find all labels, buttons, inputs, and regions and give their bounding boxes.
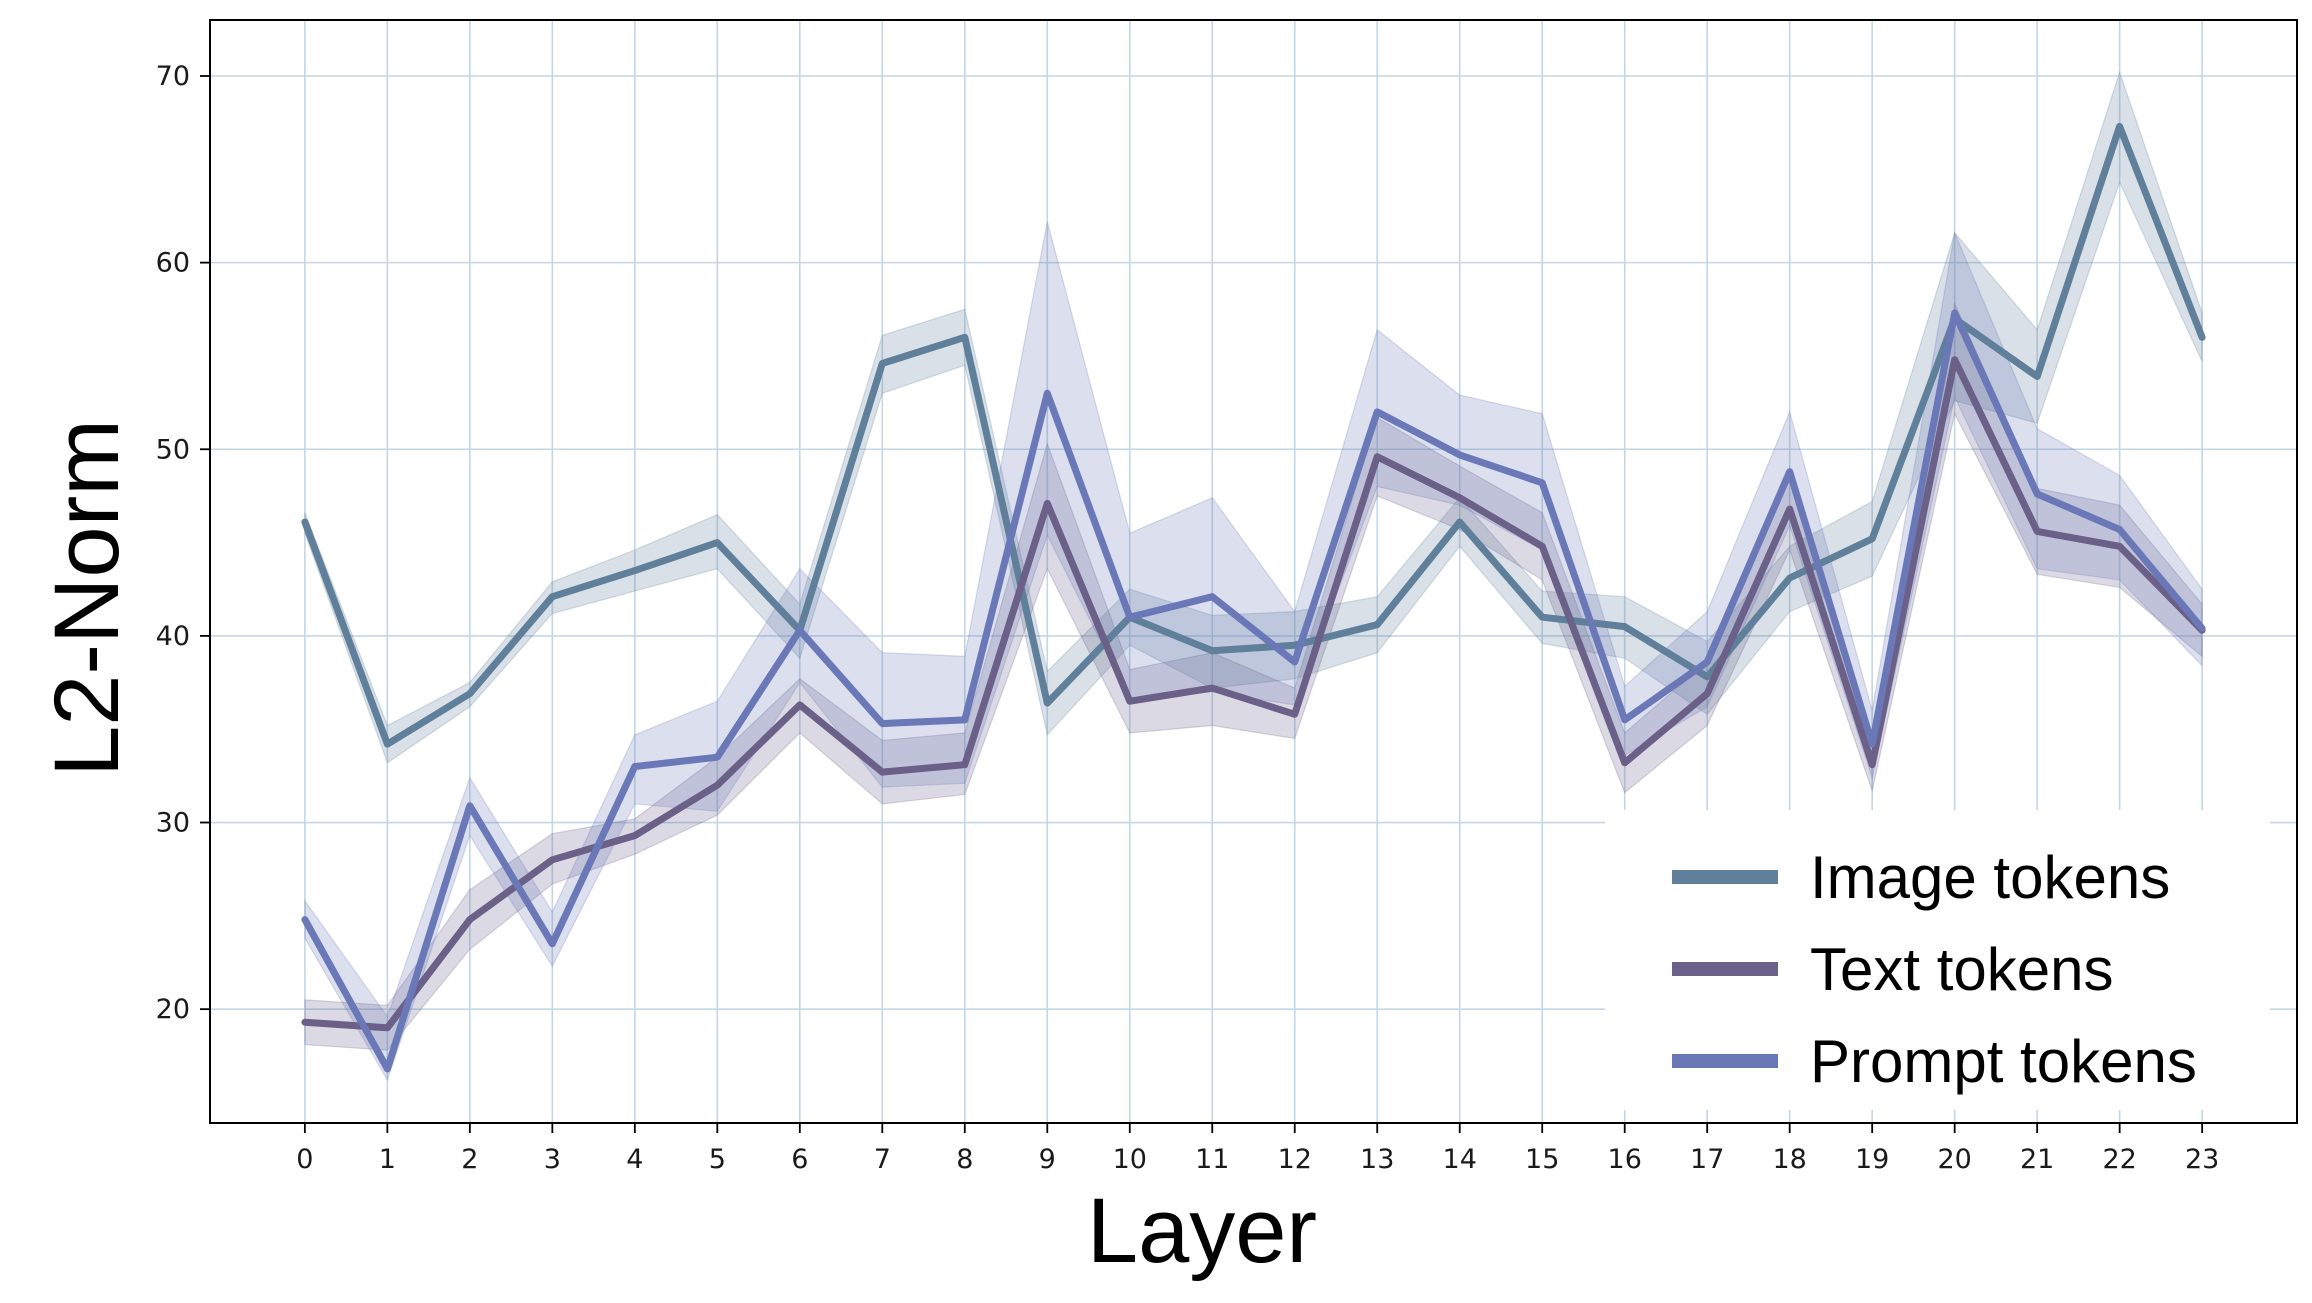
x-tick-label: 20	[1937, 1144, 1971, 1175]
text-tokens-legend-label: Text tokens	[1810, 936, 2114, 1003]
x-tick-label: 16	[1608, 1144, 1642, 1175]
text-tokens-line	[301, 356, 2206, 1032]
x-tick-label: 8	[956, 1144, 973, 1175]
x-tick-label: 13	[1360, 1144, 1394, 1175]
x-tick-label: 9	[1039, 1144, 1056, 1175]
plot-frame	[209, 19, 2298, 1124]
x-axis-title: Layer	[1087, 1180, 1317, 1282]
text-tokens-band	[304, 301, 2203, 1051]
y-tick-label: 30	[156, 808, 190, 839]
image-tokens-line	[301, 122, 2206, 748]
x-tick-label: 18	[1773, 1144, 1807, 1175]
x-tick-label: 14	[1443, 1144, 1477, 1175]
image-tokens-legend-label: Image tokens	[1810, 844, 2170, 911]
x-tick-label: 0	[296, 1144, 313, 1175]
x-tick-label: 6	[791, 1144, 808, 1175]
y-axis-ticks: 20 30 40 50 60 70	[156, 61, 210, 1025]
x-tick-label: 3	[544, 1144, 561, 1175]
x-axis-ticks: 0 1 2 3 4 5 6 7 8 9 10 11 12 13 14 15 16 17 18 19 20 21 22 23	[296, 1123, 2219, 1175]
y-tick-label: 70	[156, 61, 190, 92]
y-axis-title: L2-Norm	[36, 419, 138, 777]
x-tick-label: 22	[2102, 1144, 2136, 1175]
x-tick-label: 7	[874, 1144, 891, 1175]
y-tick-label: 20	[156, 994, 190, 1025]
image-tokens-band	[304, 70, 2203, 764]
x-tick-label: 21	[2020, 1144, 2054, 1175]
x-tick-label: 15	[1525, 1144, 1559, 1175]
x-tick-label: 17	[1690, 1144, 1724, 1175]
x-tick-label: 10	[1113, 1144, 1147, 1175]
x-tick-label: 11	[1195, 1144, 1229, 1175]
x-tick-label: 23	[2185, 1144, 2219, 1175]
series-lines	[301, 122, 2206, 1073]
prompt-tokens-legend-label: Prompt tokens	[1810, 1028, 2197, 1095]
y-tick-label: 50	[156, 434, 190, 465]
prompt-tokens-line	[301, 309, 2206, 1073]
x-tick-label: 12	[1278, 1144, 1312, 1175]
x-tick-label: 5	[709, 1144, 726, 1175]
x-tick-label: 2	[461, 1144, 478, 1175]
y-tick-label: 60	[156, 248, 190, 279]
legend: Image tokens Text tokens Prompt tokens	[1605, 810, 2270, 1110]
x-tick-label: 1	[379, 1144, 396, 1175]
x-tick-label: 4	[626, 1144, 643, 1175]
y-tick-label: 40	[156, 621, 190, 652]
x-tick-label: 19	[1855, 1144, 1889, 1175]
